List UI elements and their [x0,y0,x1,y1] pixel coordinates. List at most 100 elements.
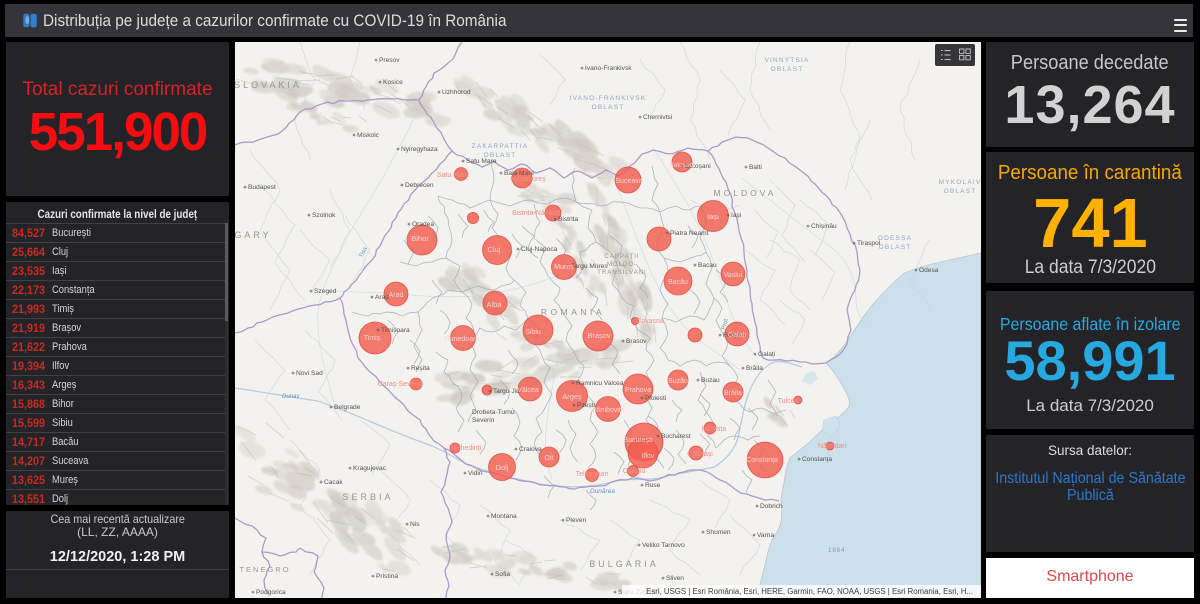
svg-text:Pristina: Pristina [376,573,398,580]
svg-text:Timișoara: Timișoara [381,327,410,334]
svg-text:ZAKARPATTIA: ZAKARPATTIA [472,143,529,150]
svg-text:Kosice: Kosice [383,79,403,86]
svg-text:Esri, USGS | Esri România, Esr: Esri, USGS | Esri România, Esri, HERE, G… [646,587,973,596]
svg-text:Galați: Galați [758,351,776,358]
svg-text:Satu Mare: Satu Mare [466,158,497,165]
svg-text:Montana: Montana [491,513,517,520]
svg-text:Mehedinți: Mehedinți [451,445,482,452]
svg-text:Shumen: Shumen [706,529,731,536]
svg-text:Oradea: Oradea [412,221,434,228]
svg-text:Botoșani: Botoșani [685,163,711,170]
svg-text:Kragujevac: Kragujevac [353,465,387,472]
svg-text:Nis: Nis [410,521,420,528]
svg-text:Reșita: Reșita [411,365,430,372]
svg-text:Targu Mures: Targu Mures [571,263,608,270]
svg-text:Dunav: Dunav [282,394,300,400]
svg-text:Sibiu: Sibiu [525,329,541,336]
svg-text:Bistrita: Bistrita [558,216,578,223]
svg-text:Ruse: Ruse [645,482,661,489]
svg-text:Argeș: Argeș [562,392,582,401]
svg-text:SLOVAKIA: SLOVAKIA [235,80,302,90]
svg-text:Podgorica: Podgorica [256,589,286,596]
svg-text:Ramnicu Valcea: Ramnicu Valcea [576,380,624,387]
svg-text:Ploiesti: Ploiesti [645,395,667,402]
svg-text:Brasov: Brasov [626,338,647,345]
svg-text:Dâmbovița: Dâmbovița [591,407,625,414]
svg-text:Brăila: Brăila [746,365,763,372]
svg-text:Budapest: Budapest [248,184,276,191]
svg-text:OBLAST: OBLAST [771,66,804,73]
svg-text:Maramureș: Maramureș [510,176,546,183]
svg-text:Dobrich: Dobrich [760,503,783,510]
svg-text:Vidin: Vidin [468,470,483,477]
svg-text:Tulcea: Tulcea [778,398,799,405]
svg-text:OBLAST: OBLAST [484,152,517,159]
svg-text:MYKOLAIV: MYKOLAIV [939,179,981,186]
svg-text:Satu Mare: Satu Mare [437,172,469,179]
svg-text:Cluj: Cluj [488,245,501,254]
svg-text:Uzhhorod: Uzhhorod [442,89,471,96]
svg-text:Szolnok: Szolnok [312,212,336,219]
svg-text:Iași: Iași [707,212,719,221]
svg-text:Iași: Iași [731,212,742,219]
svg-text:Szeged: Szeged [314,288,337,295]
svg-text:OBLAST: OBLAST [879,244,912,251]
svg-text:Presov: Presov [379,57,400,64]
svg-text:Brașov: Brașov [587,331,611,340]
svg-text:Suceava: Suceava [615,178,642,185]
svg-text:Focșani: Focșani [723,332,747,339]
svg-text:ROMANIA: ROMANIA [541,307,605,317]
svg-text:Veliko Tarnovo: Veliko Tarnovo [642,542,685,549]
svg-text:Galați: Galați [728,332,747,339]
svg-text:Balti: Balti [749,164,762,171]
svg-text:BULGARIA: BULGARIA [589,559,659,569]
svg-text:Varna: Varna [757,532,774,539]
svg-text:Buzău: Buzău [668,378,688,385]
svg-text:Debrecen: Debrecen [405,182,434,189]
svg-text:Călărași: Călărași [687,451,713,458]
svg-text:OBLAST: OBLAST [592,104,625,111]
svg-text:Brăila: Brăila [724,390,742,397]
svg-text:Severin: Severin [472,417,495,424]
svg-text:Sliven: Sliven [666,575,684,582]
svg-text:Botoșani: Botoșani [669,162,694,169]
svg-text:Chișinău: Chișinău [811,223,837,230]
svg-text:Odesa: Odesa [919,267,939,274]
svg-text:Covasna: Covasna [636,318,664,325]
svg-text:Arad: Arad [375,294,389,301]
svg-text:Vâlcea: Vâlcea [517,387,539,394]
svg-text:Cacak: Cacak [324,479,343,486]
svg-text:Ialomița: Ialomița [702,426,727,433]
svg-text:TRANSILVANI: TRANSILVANI [597,270,646,276]
svg-text:Drobeta-Turnu: Drobeta-Turnu [472,409,515,416]
svg-text:Sofia: Sofia [495,571,510,578]
svg-text:TENEGRO: TENEGRO [239,565,290,574]
svg-text:Timiș: Timiș [364,335,381,342]
svg-text:Baia Mare: Baia Mare [504,170,534,177]
svg-text:Miskolc: Miskolc [357,132,380,139]
svg-text:Craiova: Craiova [519,446,542,453]
svg-text:Prahova: Prahova [625,387,651,394]
svg-text:Prut: Prut [721,318,730,331]
svg-text:Cluj-Napoca: Cluj-Napoca [521,246,558,253]
svg-text:Caraș-Severin: Caraș-Severin [378,381,423,388]
svg-text:Mureș: Mureș [554,264,574,271]
svg-text:Chernivtsi: Chernivtsi [643,114,673,121]
svg-text:OBLAST: OBLAST [944,188,977,195]
svg-text:Vaslui: Vaslui [724,272,743,279]
svg-text:București: București [623,437,653,444]
svg-text:Giurgiu: Giurgiu [623,468,646,475]
svg-text:1884: 1884 [828,548,845,554]
svg-text:VINNYTSIA: VINNYTSIA [764,57,809,64]
svg-text:IVANO-FRANKIVSK: IVANO-FRANKIVSK [570,95,647,102]
svg-text:Belgrade: Belgrade [334,404,361,411]
svg-text:Olt: Olt [545,455,554,462]
svg-text:GARY: GARY [235,230,272,240]
svg-text:Dolj: Dolj [496,463,509,472]
svg-text:Tiraspol: Tiraspol [857,240,881,247]
svg-text:Tisa: Tisa [358,246,369,259]
svg-text:Constanța: Constanța [802,456,832,463]
svg-text:Pitești: Pitești [577,402,595,409]
svg-text:Buzau: Buzau [701,377,720,384]
svg-text:Năvodari: Năvodari [818,443,846,450]
